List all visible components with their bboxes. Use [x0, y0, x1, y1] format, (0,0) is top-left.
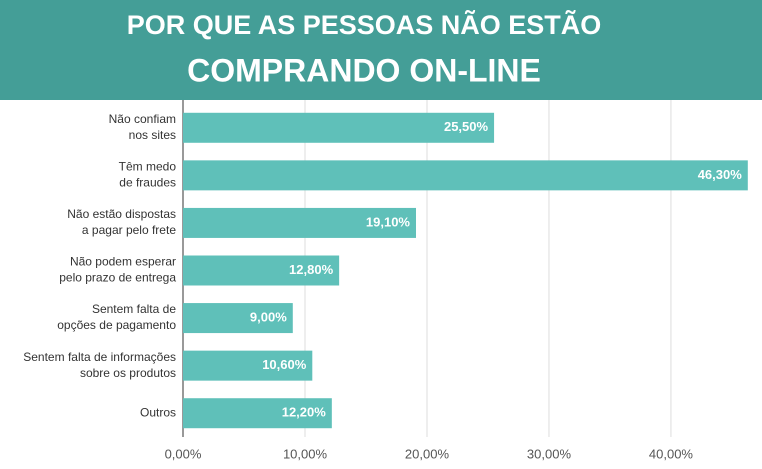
y-tick-label: Não podem esperar [70, 255, 176, 269]
bar [183, 398, 332, 429]
bar [183, 303, 293, 334]
value-label: 10,60% [262, 357, 307, 372]
value-label: 12,20% [282, 405, 327, 420]
bar [183, 207, 416, 238]
y-tick-label: opções de pagamento [57, 318, 176, 332]
value-label: 9,00% [250, 310, 287, 325]
x-tick-label: 30,00% [527, 446, 572, 461]
y-tick-label: pelo prazo de entrega [59, 271, 176, 285]
x-tick-label: 0,00% [165, 446, 202, 461]
y-tick-label: Sentem falta de informações [23, 350, 176, 364]
x-tick-label: 40,00% [649, 446, 694, 461]
chart-title: POR QUE AS PESSOAS NÃO ESTÃO [127, 9, 602, 40]
bar [183, 350, 313, 381]
y-tick-label: Outros [140, 405, 176, 419]
header-band [0, 0, 762, 100]
value-label: 12,80% [289, 262, 334, 277]
bar [183, 112, 495, 143]
chart-title: COMPRANDO ON-LINE [187, 52, 541, 88]
value-label: 25,50% [444, 119, 489, 134]
value-label: 46,30% [698, 167, 743, 182]
y-tick-label: Não estão dispostas [67, 207, 176, 221]
y-tick-label: nos sites [129, 128, 176, 142]
y-tick-label: Têm medo [119, 160, 177, 174]
y-tick-label: sobre os produtos [80, 366, 176, 380]
bar [183, 255, 340, 286]
y-tick-label: de fraudes [119, 176, 176, 190]
x-tick-label: 20,00% [405, 446, 450, 461]
y-tick-label: Não confiam [109, 112, 176, 126]
value-label: 19,10% [366, 214, 411, 229]
y-tick-label: Sentem falta de [92, 302, 176, 316]
y-tick-label: a pagar pelo frete [82, 223, 176, 237]
bar [183, 160, 748, 191]
x-tick-label: 10,00% [283, 446, 328, 461]
